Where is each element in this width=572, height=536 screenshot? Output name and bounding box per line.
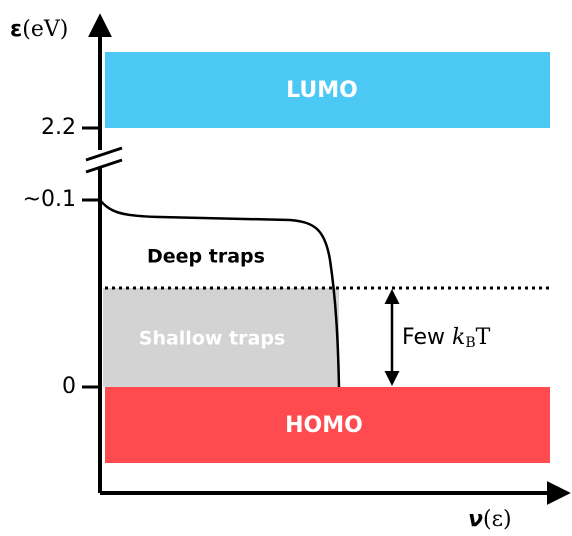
tick-label: 0 [62,374,76,399]
annotation-subscript: B [465,335,475,351]
annotation: Few kBT [402,325,491,351]
lumo-band [105,52,550,128]
dos-curve [99,199,341,388]
shallow-label: Shallow traps [139,328,285,350]
homo-band [105,387,550,463]
deep-label: Deep traps [147,246,265,268]
tick-label: 2.2 [41,115,76,140]
y-symbol: ε [10,17,22,42]
shallow-region [103,288,339,387]
lumo-label: LUMO [286,78,358,103]
x-symbol: ν [468,507,483,532]
tick-label: ~0.1 [23,187,76,212]
x-argument: (ε) [483,507,512,532]
y-unit: (eV) [22,17,68,42]
break-mark [85,158,123,174]
break-mark [85,146,123,162]
annotation-text: Few [402,325,445,350]
annotation-symbol: k [452,325,465,350]
y-axis-label: ε(eV) [10,17,68,42]
annotation-suffix: T [476,325,491,350]
homo-label: HOMO [285,413,363,438]
x-axis-label: ν(ε) [468,507,512,532]
